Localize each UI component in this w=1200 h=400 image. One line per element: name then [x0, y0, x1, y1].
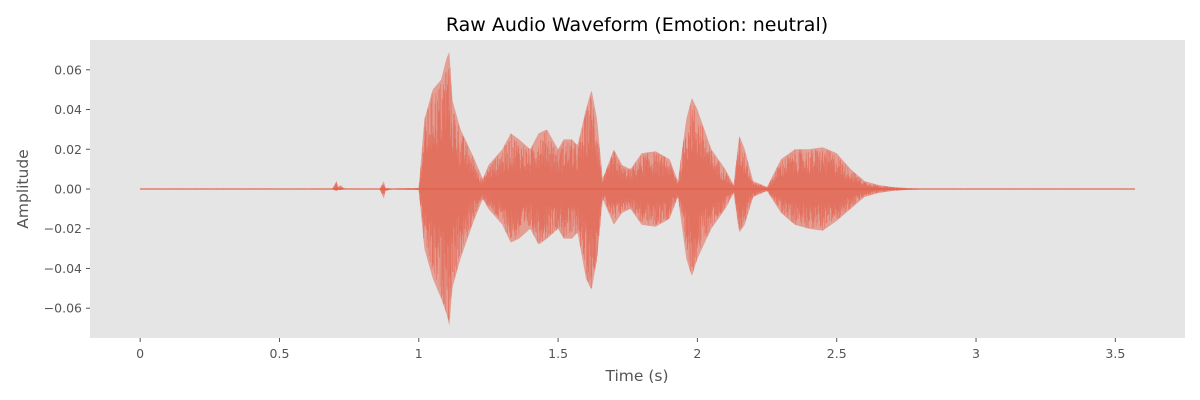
- x-tick-label: 3: [972, 346, 980, 361]
- y-tick-label: 0.06: [54, 62, 82, 77]
- y-tick-label: 0.04: [54, 102, 82, 117]
- y-tick-label: −0.02: [44, 221, 82, 236]
- waveform-series: [139, 52, 1136, 326]
- x-tick-label: 0: [136, 346, 144, 361]
- x-tick-label: 1.5: [548, 346, 568, 361]
- x-axis-label: Time (s): [604, 367, 668, 385]
- y-tick-label: 0.00: [54, 182, 82, 197]
- y-tick-label: 0.02: [54, 142, 82, 157]
- y-axis-label: Amplitude: [14, 149, 32, 228]
- x-tick-label: 1: [415, 346, 423, 361]
- chart-title: Raw Audio Waveform (Emotion: neutral): [446, 14, 828, 36]
- y-axis-ticks: 0.06 0.04 0.02 0.00 −0.02 −0.04 −0.06: [44, 62, 90, 316]
- y-tick-label: −0.06: [44, 301, 82, 316]
- y-tick-label: −0.04: [44, 261, 82, 276]
- x-tick-label: 3.5: [1105, 346, 1125, 361]
- x-axis-ticks: 0 0.5 1 1.5 2 2.5 3 3.5: [136, 338, 1125, 361]
- x-tick-label: 0.5: [270, 346, 290, 361]
- x-tick-label: 2: [693, 346, 701, 361]
- x-tick-label: 2.5: [827, 346, 847, 361]
